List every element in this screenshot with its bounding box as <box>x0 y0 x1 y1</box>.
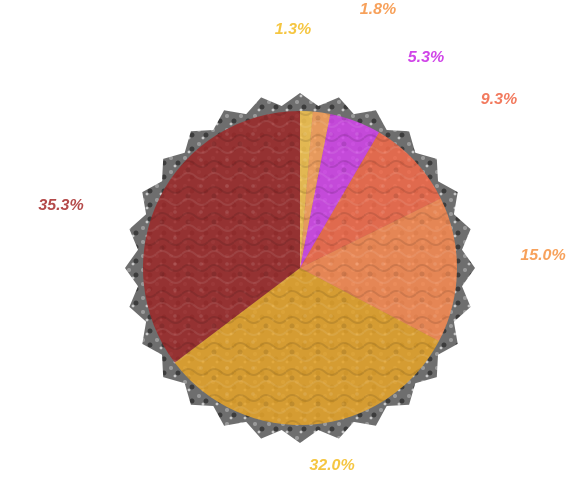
pie-slice-label: 5.3% <box>408 49 444 66</box>
pie-slice-texture <box>300 111 331 269</box>
pie-slice-texture <box>143 111 300 363</box>
pie-slice-label: 15.0% <box>520 247 565 264</box>
pie-slice-label: 1.8% <box>360 1 396 18</box>
pie-slice-texture <box>300 113 380 268</box>
pie-slice-label: 32.0% <box>309 457 354 474</box>
pie-slice-texture <box>174 268 439 425</box>
pie-slice-label: 9.3% <box>481 91 517 108</box>
pie-labels: 1.3% 1.8% 5.3% 9.3% 15.0% 32.0% 35.3% <box>38 1 565 474</box>
pie-slice-texture <box>300 132 441 268</box>
pie-slice-texture <box>300 198 457 342</box>
pie-slice-label: 35.3% <box>38 197 83 214</box>
pie-slice-texture <box>300 111 313 268</box>
pie-slice-label: 1.3% <box>275 21 311 38</box>
pie-slices <box>143 111 457 425</box>
